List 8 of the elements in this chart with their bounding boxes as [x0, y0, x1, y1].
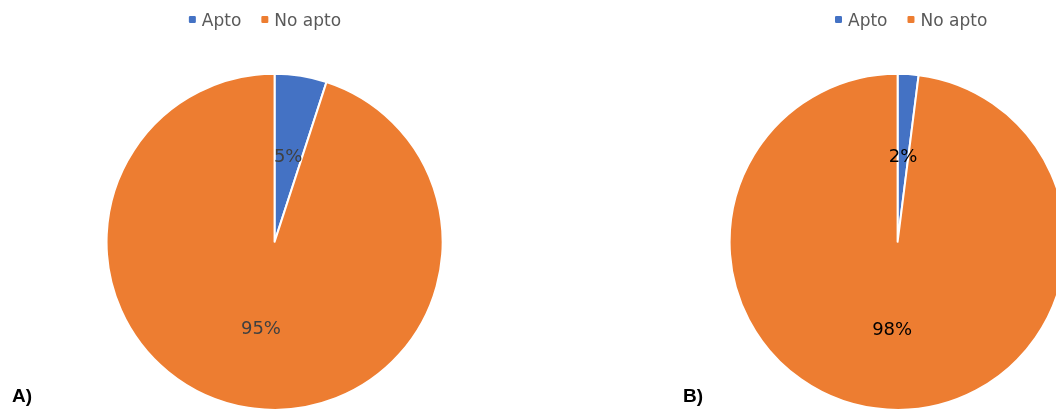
text: A) — [12, 385, 33, 406]
legend-label: Apto — [848, 9, 888, 30]
legend-label: No apto — [920, 9, 988, 30]
data-label: 95% — [240, 317, 281, 339]
data-label: 98% — [872, 318, 913, 340]
legend-label: Apto — [201, 9, 242, 30]
text: B) — [683, 385, 704, 406]
legend-label: No apto — [274, 9, 342, 30]
